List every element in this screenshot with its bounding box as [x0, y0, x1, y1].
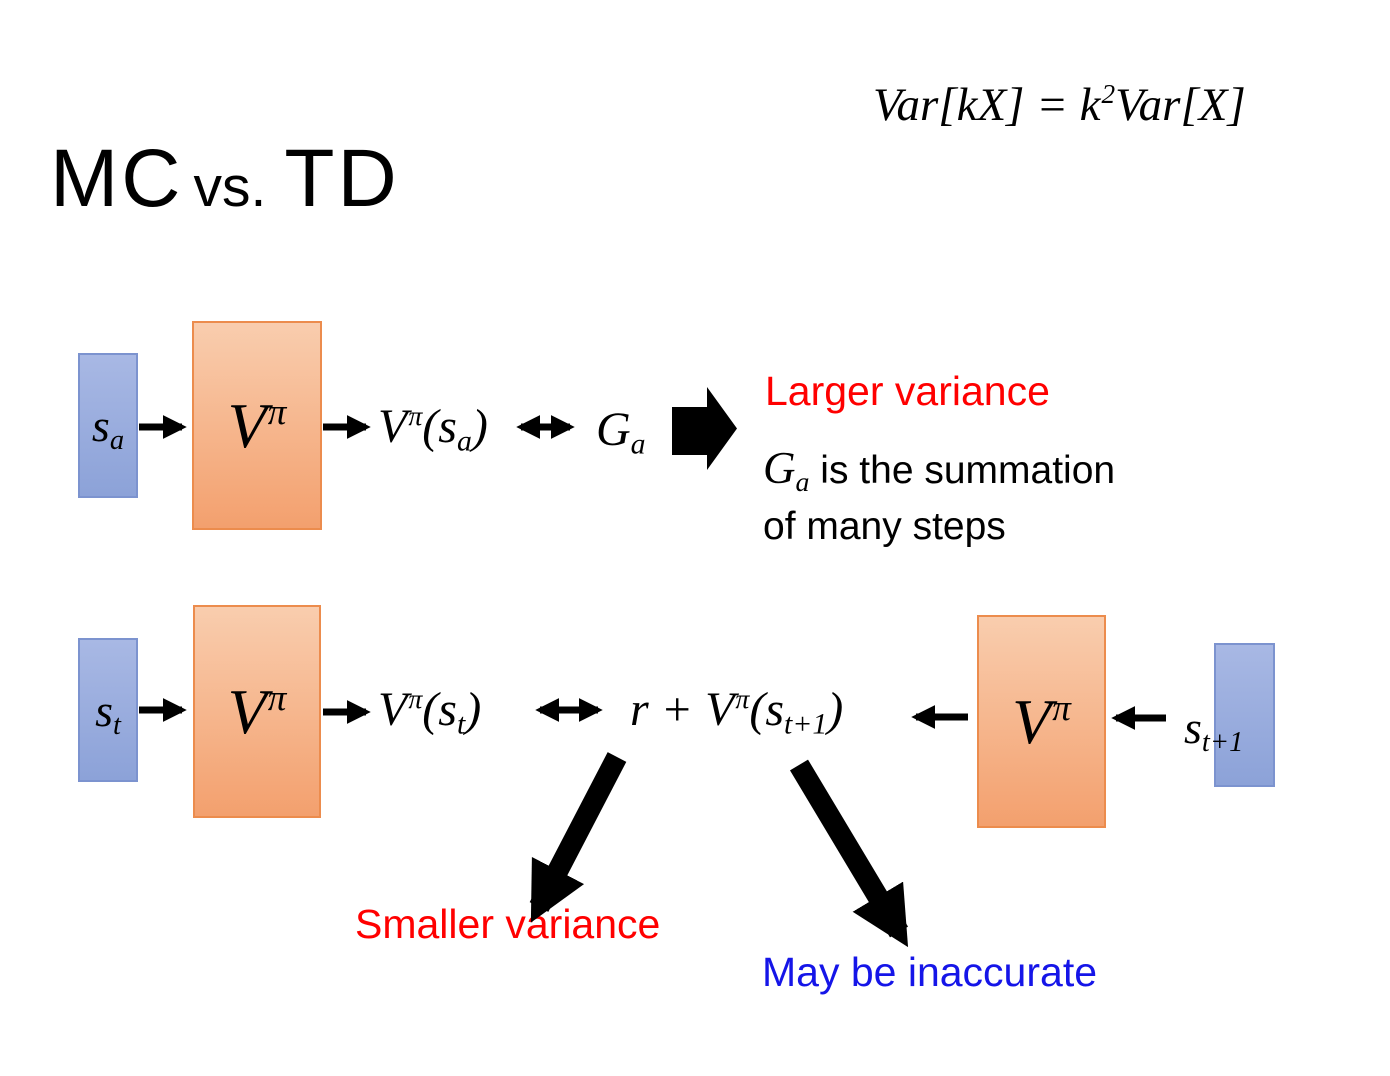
mc-state-box: sa — [78, 353, 138, 498]
td-may-be-inaccurate-label: May be inaccurate — [762, 949, 1098, 995]
mc-callout-note: Ga is the summation of many steps — [763, 437, 1115, 555]
td-value-network-box: Vπ — [193, 605, 321, 818]
variance-formula: Var[kX] = k2Var[X] — [873, 78, 1246, 132]
variance-formula-rhs: Var[X] — [1115, 79, 1246, 131]
td-state-label: st — [95, 684, 121, 741]
td-next-value-network-box: Vπ — [977, 615, 1106, 828]
td-next-value-network-label: Vπ — [1012, 685, 1071, 757]
td-next-state-box — [1214, 643, 1275, 787]
td-smaller-variance-label: Smaller variance — [355, 901, 661, 947]
mc-note-line2: of many steps — [763, 505, 1006, 548]
variance-formula-exponent: 2 — [1101, 79, 1116, 110]
slide-title: MC vs. TD — [50, 132, 400, 226]
variance-formula-lhs: Var[kX] = k — [873, 79, 1101, 131]
mc-note-line1: Ga is the summation — [763, 443, 1116, 498]
td-value-network-label: Vπ — [227, 675, 287, 747]
title-vs: vs. — [193, 155, 267, 219]
mc-return-math: Ga — [596, 403, 646, 461]
td-target-math: r + Vπ(st+1) — [630, 683, 844, 741]
mc-larger-variance-label: Larger variance — [765, 368, 1050, 414]
td-state-box: st — [78, 638, 138, 782]
mc-output-math: Vπ(sa) — [378, 400, 488, 458]
td-diagonal-arrow-smaller-variance — [529, 752, 627, 923]
title-mc: MC — [50, 133, 184, 224]
mc-note-math: Ga — [763, 443, 810, 498]
mc-value-network-label: Vπ — [227, 389, 287, 461]
td-diagonal-arrow-inaccurate — [789, 759, 909, 948]
title-td: TD — [284, 133, 400, 224]
mc-value-network-box: Vπ — [192, 321, 322, 530]
mc-state-label: sa — [91, 400, 125, 456]
td-next-state-label: st+1 — [1184, 702, 1244, 758]
td-output-math: Vπ(st) — [378, 683, 482, 741]
mc-implies-block-arrow — [672, 387, 737, 470]
